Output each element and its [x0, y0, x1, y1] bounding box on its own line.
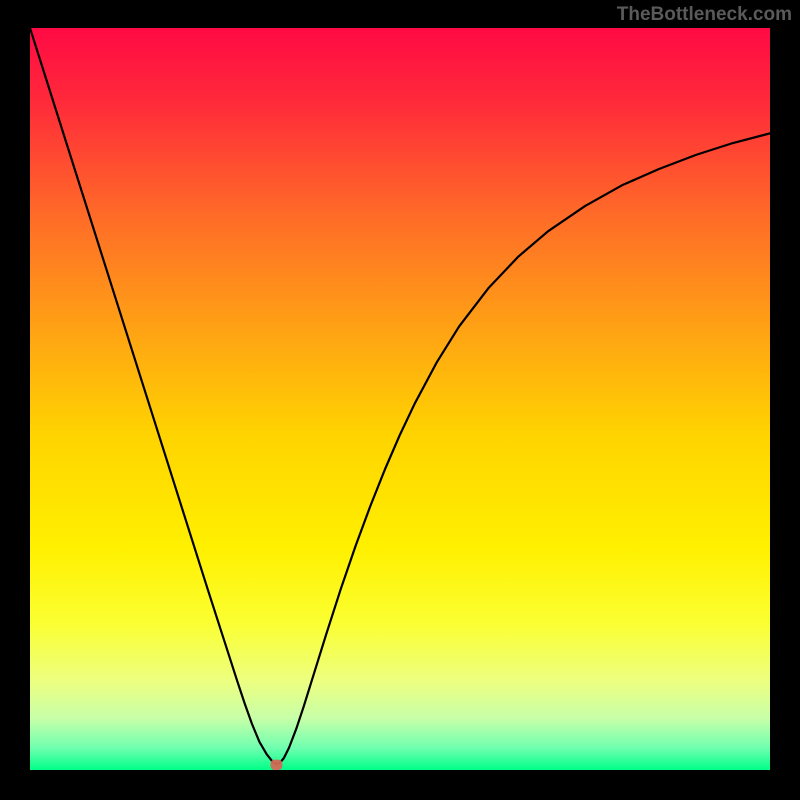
bottleneck-minimum-marker	[271, 760, 283, 770]
chart-frame: TheBottleneck.com	[0, 0, 800, 800]
attribution-text: TheBottleneck.com	[617, 4, 792, 26]
plot-area	[30, 28, 770, 770]
chart-background	[30, 28, 770, 770]
chart-svg	[30, 28, 770, 770]
